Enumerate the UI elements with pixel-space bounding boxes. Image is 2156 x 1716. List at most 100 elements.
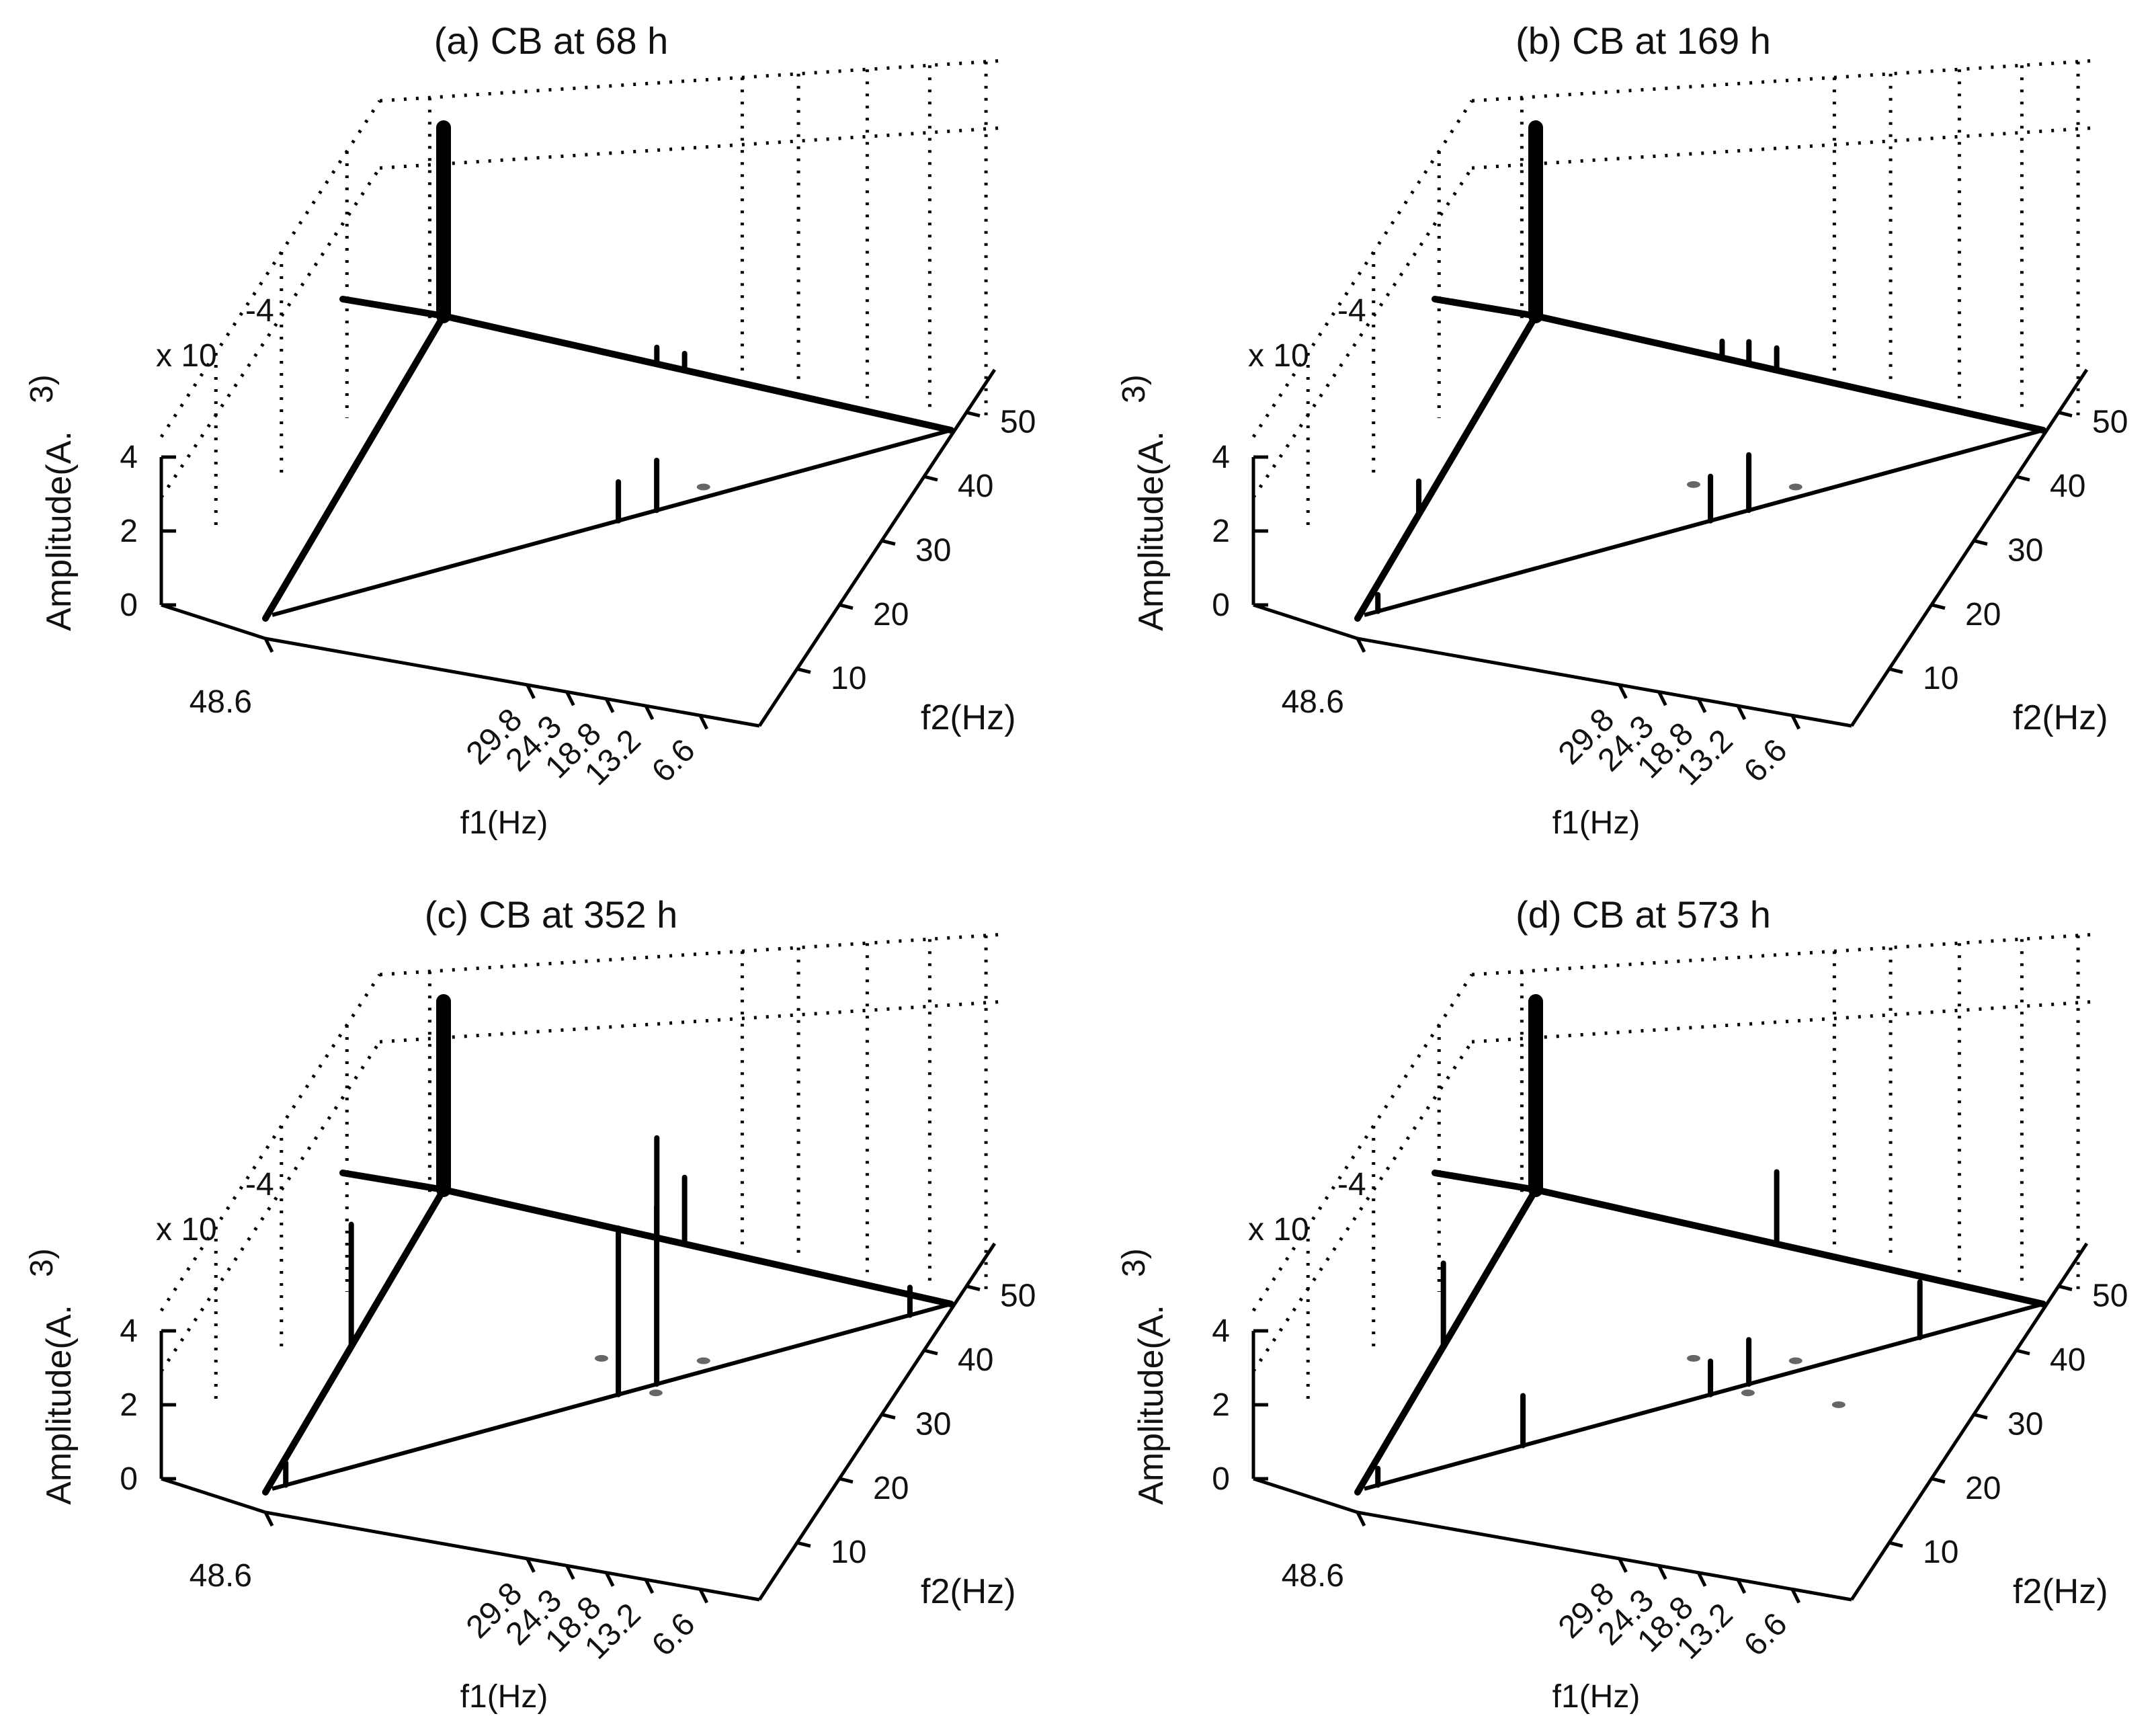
ridge-f1-zero xyxy=(1532,313,2046,434)
f2-tick xyxy=(923,475,938,482)
z-tick-label: 4 xyxy=(120,1313,138,1349)
f1-tick xyxy=(604,698,615,713)
f2-tick xyxy=(881,538,896,546)
ridge-diagonal xyxy=(272,428,952,617)
panel-0: (a) CB at 68 h 0 2 4 x 10 -4 Amplitude(A. 3) 48.… xyxy=(24,19,1036,841)
f2-tick-label: 20 xyxy=(873,1471,909,1506)
ridge-f1-zero xyxy=(1532,1186,2046,1307)
f2-tick-label: 30 xyxy=(915,1406,951,1442)
grid-line xyxy=(1251,167,1474,499)
ridge-back xyxy=(1432,1170,1539,1193)
z-tick-label: 4 xyxy=(1212,1313,1230,1349)
cross-term-blob xyxy=(1686,1354,1700,1362)
f1-tick xyxy=(1696,698,1707,713)
z-tick-label: 0 xyxy=(120,1461,138,1497)
f2-tick xyxy=(2016,475,2030,482)
z-tick-label: 2 xyxy=(1212,514,1230,549)
f2-tick xyxy=(881,1412,896,1420)
panels-group: (a) CB at 68 h 0 2 4 x 10 -4 Amplitude(A. 3) 48.… xyxy=(24,19,2128,1715)
f2-tick-label: 50 xyxy=(1000,405,1036,440)
grid-line xyxy=(159,1040,382,1373)
cross-term-blob xyxy=(1831,1401,1846,1408)
f1-tick-label: 48.6 xyxy=(190,684,252,720)
ridge-back xyxy=(1432,296,1539,319)
f2-tick xyxy=(796,667,811,674)
f1-axis xyxy=(1357,1510,1852,1602)
cross-term-blob xyxy=(594,1354,608,1362)
f2-tick-label: 50 xyxy=(2092,1278,2128,1314)
cross-term-blob xyxy=(649,1389,663,1397)
cross-term-blob xyxy=(1788,1357,1802,1364)
ridge-f1-zero xyxy=(440,1186,954,1307)
z-tick-label: 0 xyxy=(1212,587,1230,623)
f2-tick-label: 40 xyxy=(2050,1342,2085,1378)
grid-line xyxy=(1471,58,2098,103)
grid-line xyxy=(1251,1040,1474,1373)
f1-tick xyxy=(1657,691,1667,706)
floor-left-axis xyxy=(1253,1477,1358,1514)
f1-axis-label: f1(Hz) xyxy=(460,1679,548,1715)
z-scale-exponent: -4 xyxy=(1337,293,1366,329)
f1-tick xyxy=(565,1565,575,1580)
ridge-diagonal xyxy=(272,1302,952,1491)
z-scale-exponent: -4 xyxy=(1337,1167,1366,1202)
grid-line xyxy=(1471,126,2098,170)
panel-1: (b) CB at 169 h 0 2 4 x 10 -4 Amplitude(A. 3) 48… xyxy=(1116,19,2128,841)
f2-tick-label: 30 xyxy=(2007,1406,2043,1442)
cross-term-blob xyxy=(1741,1389,1755,1397)
f2-axis xyxy=(757,368,997,727)
f1-tick xyxy=(1618,1557,1628,1574)
z-scale-label: x 10 xyxy=(1248,338,1309,374)
f1-axis xyxy=(265,637,760,728)
f2-tick-label: 10 xyxy=(831,661,866,696)
f1-tick-label: 6.6 xyxy=(1737,1606,1794,1664)
f1-tick xyxy=(526,684,536,700)
f2-tick-label: 10 xyxy=(1923,661,1958,696)
z-axis-label-exponent: 3) xyxy=(24,1248,60,1277)
z-axis-label: Amplitude(A. xyxy=(1132,1305,1171,1505)
f2-axis-label: f2(Hz) xyxy=(2013,698,2108,737)
f1-tick-label: 48.6 xyxy=(1282,1558,1344,1594)
grid-line xyxy=(159,167,382,499)
f2-tick-label: 10 xyxy=(831,1535,866,1570)
f2-tick xyxy=(1931,603,1946,610)
ridge-f1-zero xyxy=(440,313,954,434)
f2-tick xyxy=(839,1477,854,1484)
cross-term-blob xyxy=(1788,483,1802,491)
f2-tick xyxy=(796,1541,811,1548)
ridge-f2-zero xyxy=(262,1186,447,1496)
f2-tick-label: 20 xyxy=(1965,1471,2001,1506)
panel-title: (a) CB at 68 h xyxy=(434,19,669,62)
ridge-diagonal xyxy=(1364,428,2044,617)
f2-axis-label: f2(Hz) xyxy=(921,698,1016,737)
f1-tick xyxy=(526,1557,536,1574)
z-tick-label: 2 xyxy=(120,514,138,549)
f2-tick xyxy=(1889,667,1903,674)
f1-tick-label: 6.6 xyxy=(645,733,702,790)
f2-tick xyxy=(966,1284,981,1292)
f1-tick xyxy=(604,1571,615,1587)
f2-tick-label: 40 xyxy=(958,1342,993,1378)
f2-tick-label: 50 xyxy=(1000,1278,1036,1314)
grid-line xyxy=(1471,999,2098,1044)
f2-tick-label: 20 xyxy=(873,597,909,632)
f1-tick-label: 48.6 xyxy=(1282,684,1344,720)
f2-axis xyxy=(1850,1242,2089,1601)
f2-tick-label: 30 xyxy=(2007,532,2043,568)
f2-tick-label: 30 xyxy=(915,532,951,568)
f1-tick xyxy=(644,1578,655,1594)
z-scale-label: x 10 xyxy=(156,1212,217,1248)
panel-3: (d) CB at 573 h 0 2 4 x 10 -4 Amplitude(A. 3) 48… xyxy=(1116,893,2128,1715)
z-tick-label: 4 xyxy=(1212,440,1230,475)
z-tick-label: 0 xyxy=(1212,1461,1230,1497)
f1-tick-label: 48.6 xyxy=(190,1558,252,1594)
f2-tick xyxy=(1973,538,1988,546)
z-scale-label: x 10 xyxy=(1248,1212,1309,1248)
z-axis-label: Amplitude(A. xyxy=(1132,431,1171,631)
f1-tick xyxy=(1736,704,1747,721)
f2-axis xyxy=(757,1242,997,1601)
z-axis-label-exponent: 3) xyxy=(1116,374,1152,403)
f2-tick xyxy=(839,603,854,610)
f2-tick xyxy=(2058,411,2073,418)
